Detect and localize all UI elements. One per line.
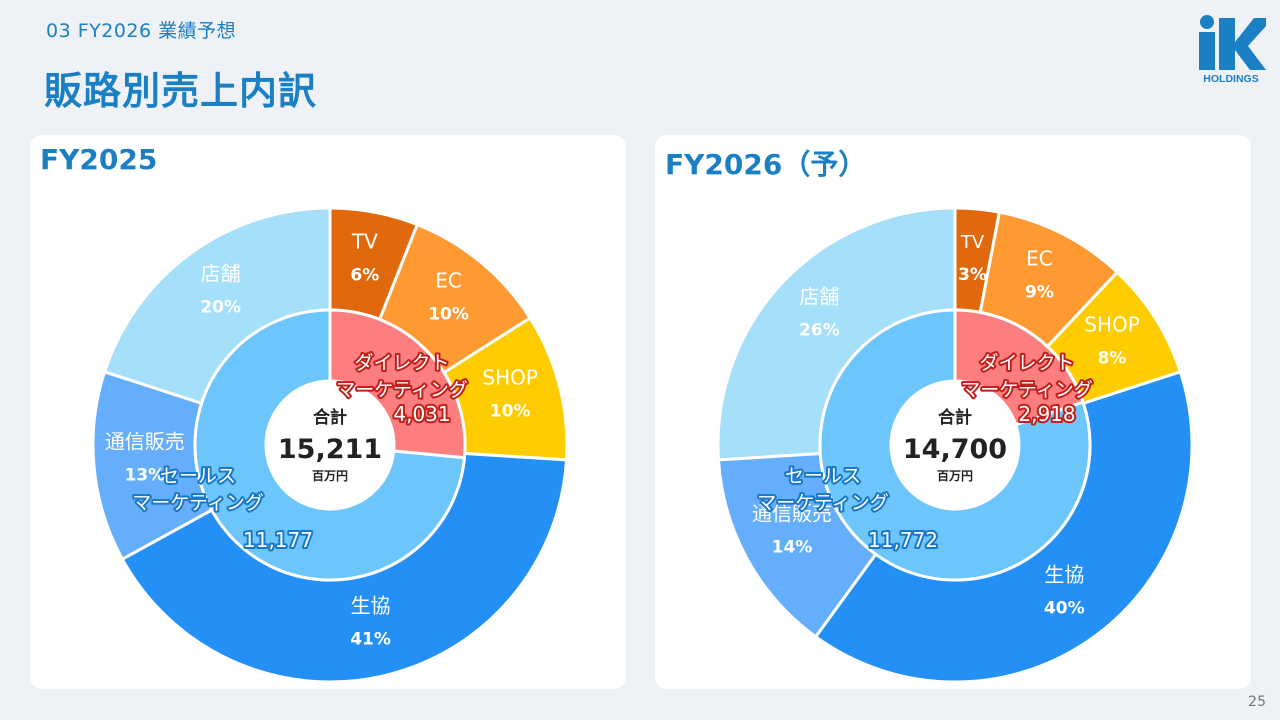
outer-percent-seikyo: 40% (1044, 598, 1085, 618)
inner-label-direct-marketing: マーケティング (336, 379, 467, 401)
donut-chart-fy2026: TV 3% EC 9% SHOP 8% 生協 40% 通信販売 14% 店舗 26% ダイレクトマーケテ… (716, 206, 1194, 684)
slide-title: 販路別売上内訳 (44, 69, 318, 113)
outer-label-tv: TV (351, 229, 378, 253)
outer-label-tenpo: 店舗 (201, 262, 241, 286)
center-hole (266, 381, 394, 509)
outer-percent-tenpo: 26% (799, 321, 840, 341)
outer-percent-seikyo: 41% (350, 630, 391, 650)
logo-stem-k (1219, 18, 1235, 70)
outer-label-tsushin: 通信販売 (105, 430, 185, 454)
center-label: 合計 (313, 407, 347, 428)
page-number: 25 (1248, 694, 1266, 710)
company-logo: HOLDINGS (1199, 15, 1266, 85)
logo-stem-i (1199, 32, 1215, 70)
inner-label-sales-marketing: マーケティング (132, 492, 263, 514)
inner-label-direct-marketing: マーケティング (961, 379, 1092, 401)
labels: TV 6% EC 10% SHOP 10% 生協 41% 通信販売 13% 店舗 20% ダイレクトマー… (105, 229, 538, 649)
segments (716, 206, 1194, 684)
center-hole (891, 381, 1019, 509)
outer-label-seikyo: 生協 (1044, 562, 1084, 586)
outer-label-tv: TV (960, 232, 985, 253)
inner-value-sales-marketing: 11,772 (868, 528, 938, 552)
outer-label-ec: EC (1026, 246, 1053, 270)
chart-title: FY2025 (40, 143, 158, 176)
logo-dot (1200, 15, 1214, 29)
inner-value-direct-marketing: 2,918 (1018, 402, 1075, 426)
outer-percent-shop: 10% (490, 402, 531, 422)
outer-percent-ec: 9% (1025, 282, 1054, 302)
outer-label-tsushin: 通信販売 (752, 502, 832, 526)
center-total: 14,700 (903, 434, 1007, 465)
outer-label-shop: SHOP (482, 366, 538, 390)
logo-text: HOLDINGS (1203, 73, 1258, 85)
center-unit: 百万円 (937, 469, 973, 483)
inner-label-direct-marketing: ダイレクト (979, 352, 1074, 374)
chart-panel-fy2025: FY2025 TV 6% EC 10% SHOP 10% 生協 41% 通信販売 13% 店舗 20%… (30, 135, 626, 689)
inner-label-direct-marketing: ダイレクト (354, 352, 449, 374)
outer-label-shop: SHOP (1084, 312, 1140, 336)
outer-percent-tenpo: 20% (200, 298, 241, 318)
outer-percent-tv: 6% (350, 265, 379, 285)
center-total: 15,211 (278, 434, 382, 465)
outer-percent-shop: 8% (1098, 348, 1127, 368)
inner-value-sales-marketing: 11,177 (243, 528, 313, 552)
logo-arm-k (1235, 18, 1266, 70)
inner-label-sales-marketing: セールス (160, 465, 236, 487)
inner-label-sales-marketing: セールス (785, 465, 861, 487)
outer-percent-tsushin: 14% (772, 538, 813, 558)
inner-slice-sales-marketing (818, 308, 1092, 582)
outer-label-seikyo: 生協 (351, 594, 391, 618)
inner-label-sales-marketing: マーケティング (757, 492, 888, 514)
outer-label-ec: EC (435, 269, 462, 293)
outer-percent-ec: 10% (428, 305, 469, 325)
chart-panel-fy2026: FY2026（予） TV 3% EC 9% SHOP 8% 生協 40% 通信販売 14% 店舗 26… (655, 135, 1251, 689)
outer-percent-tsushin: 13% (124, 466, 165, 486)
segments (91, 206, 569, 684)
outer-label-tenpo: 店舗 (799, 285, 839, 309)
donut-chart-fy2025: TV 6% EC 10% SHOP 10% 生協 41% 通信販売 13% 店舗 20% ダイレクトマー… (91, 206, 569, 684)
center-label: 合計 (938, 407, 972, 428)
slide-subtitle: 03 FY2026 業績予想 (46, 20, 237, 42)
outer-percent-tv: 3% (958, 265, 987, 285)
inner-value-direct-marketing: 4,031 (393, 402, 450, 426)
chart-title: FY2026（予） (665, 148, 867, 181)
center-unit: 百万円 (312, 469, 348, 483)
labels: TV 3% EC 9% SHOP 8% 生協 40% 通信販売 14% 店舗 26% ダイレクトマーケテ… (752, 232, 1140, 619)
